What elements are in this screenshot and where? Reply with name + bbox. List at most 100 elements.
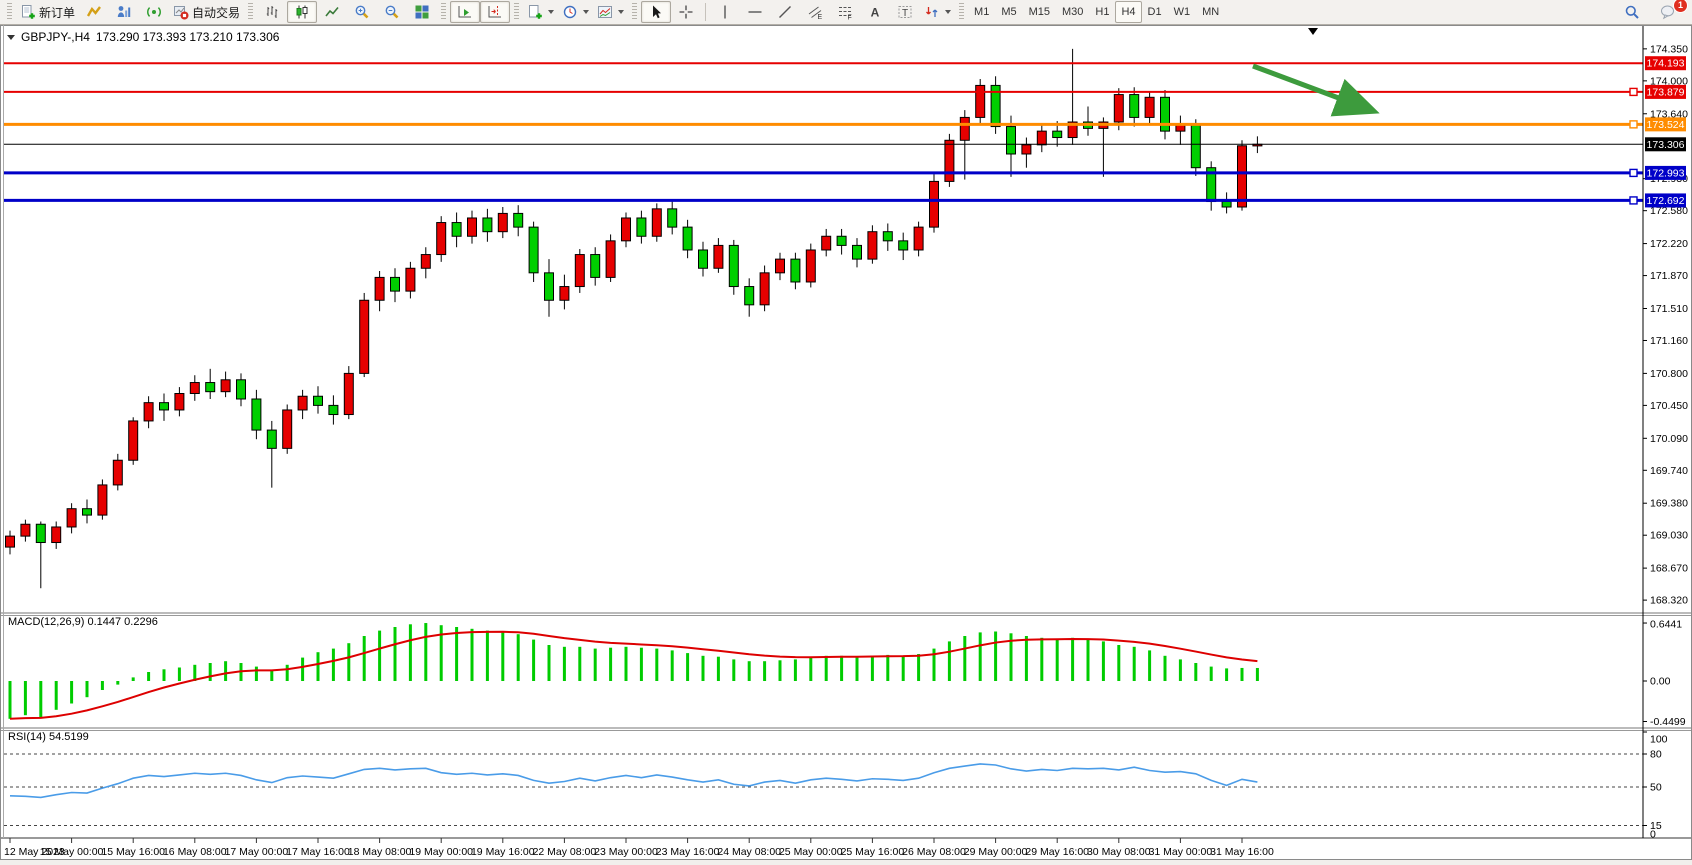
- chart-shift-marker[interactable]: [1308, 28, 1318, 35]
- price-line-handle[interactable]: [1629, 87, 1638, 97]
- text-tool-button[interactable]: A: [860, 1, 890, 23]
- candle-body: [174, 393, 185, 411]
- price-axis[interactable]: 174.350174.000173.640172.930172.580172.2…: [1643, 43, 1688, 607]
- arrows-dropdown[interactable]: [920, 1, 955, 23]
- price-tick-label: 170.450: [1650, 400, 1688, 412]
- cursor-button[interactable]: [641, 1, 672, 23]
- fibonacci-icon: F: [839, 7, 852, 20]
- timeframe-m15-button[interactable]: M15: [1028, 6, 1050, 18]
- candle-body: [297, 395, 308, 411]
- timeframe-m30-button[interactable]: M30: [1062, 6, 1084, 18]
- periods-dropdown[interactable]: [558, 1, 593, 23]
- price-badge-label: 173.306: [1647, 139, 1685, 151]
- notifications-button[interactable]: 1: [1653, 0, 1688, 23]
- channel-tool-button[interactable]: E: [800, 1, 830, 23]
- trend-arrow-annotation[interactable]: [1252, 63, 1380, 117]
- horizontal-line-icon: [748, 11, 762, 13]
- bar-chart-icon: [266, 6, 278, 18]
- chart-shift-button[interactable]: [480, 1, 511, 23]
- timeframe-w1-button[interactable]: W1: [1173, 6, 1191, 18]
- rsi-axis[interactable]: 100 80 50 150: [1643, 731, 1668, 841]
- chart-collapse-icon[interactable]: [7, 34, 15, 40]
- templates-dropdown[interactable]: [593, 1, 628, 23]
- signals-button[interactable]: [139, 1, 169, 23]
- macd-tick-label: 0.00: [1650, 676, 1671, 688]
- autotrading-button[interactable]: 自动交易: [169, 1, 244, 23]
- timeframe-d1-button[interactable]: D1: [1147, 6, 1162, 18]
- strategy-tester-button[interactable]: [109, 1, 139, 23]
- price-badge-label: 174.193: [1647, 58, 1685, 70]
- crosshair-button[interactable]: [671, 1, 701, 23]
- zoom-in-button[interactable]: [347, 1, 377, 23]
- new-chart-icon: [529, 5, 542, 19]
- tile-windows-button[interactable]: [407, 1, 437, 23]
- candle-body: [898, 240, 909, 251]
- price-line-handle[interactable]: [1629, 120, 1638, 129]
- tester-icon: [117, 6, 131, 17]
- line-chart-button[interactable]: [317, 1, 347, 23]
- time-tick-label: 29 May 16:00: [1025, 846, 1089, 858]
- time-tick-label: 17 May 16:00: [286, 846, 350, 858]
- cursor-icon: [653, 5, 662, 19]
- candle-body: [544, 272, 554, 301]
- price-tick-label: 171.510: [1650, 303, 1688, 315]
- timeframe-m5-button[interactable]: M5: [1001, 6, 1017, 18]
- candle-body: [159, 402, 169, 411]
- label-tool-button[interactable]: T: [890, 1, 920, 23]
- toolbar-grip[interactable]: [514, 3, 520, 21]
- zoom-out-button[interactable]: [377, 1, 407, 23]
- auto-scroll-button[interactable]: [450, 1, 481, 23]
- search-button[interactable]: [1617, 1, 1647, 23]
- bar-chart-button[interactable]: [257, 1, 287, 23]
- price-line-handle[interactable]: [1629, 168, 1638, 178]
- price-badge-label: 173.524: [1647, 119, 1685, 131]
- candle-body: [852, 244, 862, 260]
- new-order-button[interactable]: 新订单: [16, 1, 79, 23]
- toolbar-grip[interactable]: [441, 3, 447, 21]
- trendline-tool-button[interactable]: [770, 1, 800, 23]
- toolbar-grip[interactable]: [248, 3, 254, 21]
- fibonacci-tool-button[interactable]: F: [830, 1, 860, 23]
- timeframe-mn-button[interactable]: MN: [1202, 6, 1220, 18]
- macd-signal-line: [9, 630, 1258, 720]
- rsi-tick-label: 100: [1650, 734, 1668, 746]
- candle-body: [574, 254, 585, 288]
- candle-body: [682, 226, 693, 251]
- macd-axis[interactable]: 0.6441 0.00 -0.4499: [1643, 619, 1686, 728]
- chart-canvas[interactable]: 174.350174.000173.640172.930172.580172.2…: [0, 25, 1692, 865]
- candle-body: [1036, 130, 1047, 146]
- price-tick-label: 174.000: [1650, 75, 1688, 87]
- candlestick-chart-button[interactable]: [287, 1, 318, 23]
- time-tick-label: 25 May 16:00: [841, 846, 905, 858]
- vertical-line-tool-button[interactable]: [710, 1, 740, 23]
- price-tick-label: 172.580: [1650, 205, 1688, 217]
- candle-body: [482, 217, 493, 233]
- timeframe-h4-button[interactable]: H4: [1115, 1, 1142, 23]
- new-chart-dropdown[interactable]: [523, 1, 558, 23]
- trendline-icon: [779, 6, 792, 18]
- price-tick-label: 169.030: [1650, 530, 1688, 542]
- new-order-icon: [22, 5, 35, 19]
- svg-text:T: T: [902, 8, 908, 19]
- timeframe-m1-button[interactable]: M1: [974, 6, 990, 18]
- charts-button[interactable]: [79, 1, 109, 23]
- dropdown-caret-icon: [583, 10, 590, 14]
- arrows-icon: [926, 7, 938, 17]
- toolbar-grip[interactable]: [7, 3, 12, 21]
- timeframe-h1-button[interactable]: H1: [1095, 6, 1110, 18]
- candle-body: [1237, 145, 1247, 208]
- toolbar-grip[interactable]: [959, 3, 965, 21]
- horizontal-line-tool-button[interactable]: [740, 1, 770, 23]
- channel-icon: E: [808, 6, 823, 20]
- time-tick-label: 18 May 08:00: [348, 846, 412, 858]
- candle-body: [1052, 130, 1063, 139]
- price-line-handle[interactable]: [1629, 196, 1638, 205]
- search-icon: [1625, 5, 1639, 19]
- time-tick-label: 12 May 2023: [4, 846, 65, 858]
- toolbar-grip[interactable]: [632, 3, 638, 21]
- time-tick-label: 25 May 00:00: [779, 846, 843, 858]
- chart-ohlc-values: 173.290 173.393 173.210 173.306: [95, 30, 280, 44]
- time-tick-label: 22 May 08:00: [533, 846, 597, 858]
- chart-window[interactable]: 174.350174.000173.640172.930172.580172.2…: [0, 25, 1692, 865]
